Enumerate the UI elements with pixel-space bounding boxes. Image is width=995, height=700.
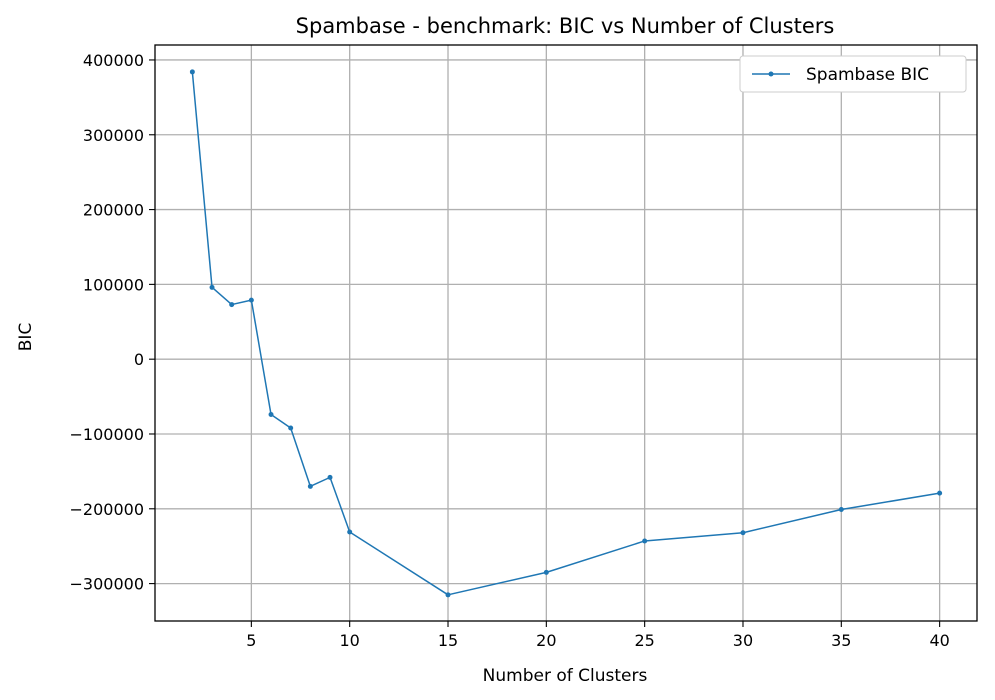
data-point <box>642 538 648 544</box>
y-axis-label: BIC <box>16 323 36 352</box>
x-tick-label: 15 <box>438 631 458 650</box>
y-tick-label: −200000 <box>70 500 144 519</box>
data-point <box>307 483 313 489</box>
legend: Spambase BIC <box>739 55 967 93</box>
y-tick-label: −100000 <box>70 425 144 444</box>
x-tick-label: 30 <box>733 631 753 650</box>
data-point <box>740 530 746 536</box>
y-tick-label: 100000 <box>83 275 144 294</box>
data-point <box>445 592 451 598</box>
data-point <box>209 284 215 290</box>
y-tick-label: 400000 <box>83 51 144 70</box>
data-point <box>937 490 943 496</box>
x-tick-label: 10 <box>340 631 360 650</box>
y-tick-label: 200000 <box>83 201 144 220</box>
legend-marker-sample <box>768 71 774 77</box>
data-point <box>838 507 844 513</box>
x-tick-label: 5 <box>246 631 256 650</box>
legend-label: Spambase BIC <box>806 65 929 85</box>
y-tick-label: 300000 <box>83 126 144 145</box>
ticks: 5 10 15 20 25 30 35 40 −300000 −200000 −100000 0 100… <box>70 51 950 650</box>
x-tick-label: 35 <box>831 631 851 650</box>
chart-title: Spambase - benchmark: BIC vs Number of C… <box>296 14 835 38</box>
y-tick-label: −300000 <box>70 575 144 594</box>
data-point <box>189 69 195 75</box>
plot-frame <box>154 44 978 622</box>
data-point <box>327 474 333 480</box>
data-point <box>347 529 353 535</box>
series-layer <box>189 69 943 598</box>
y-tick-label: 0 <box>134 350 144 369</box>
data-point <box>288 425 294 431</box>
data-point <box>268 412 274 418</box>
x-tick-label: 40 <box>929 631 949 650</box>
data-point <box>229 302 235 308</box>
data-point <box>248 297 254 303</box>
data-point <box>543 569 549 575</box>
x-tick-label: 25 <box>634 631 654 650</box>
x-axis-label: Number of Clusters <box>483 666 648 686</box>
x-tick-label: 20 <box>536 631 556 650</box>
legend-box <box>739 55 967 93</box>
